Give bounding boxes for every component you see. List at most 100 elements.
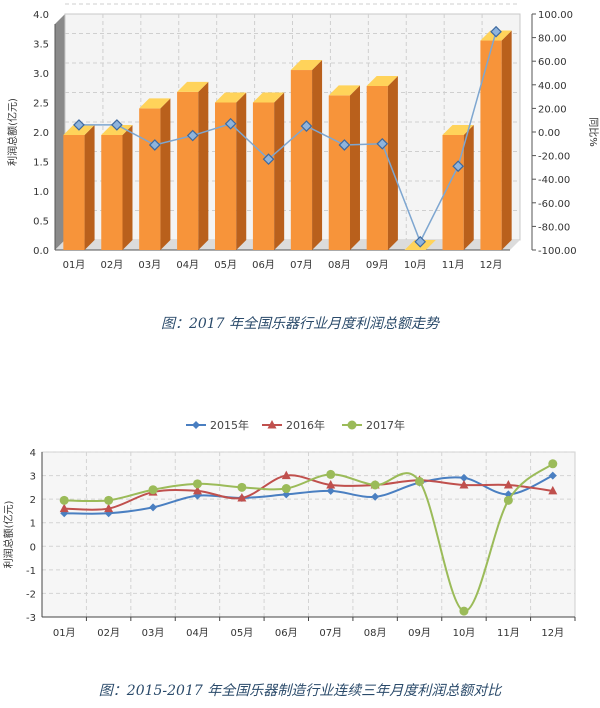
x-tick-label: 09月 <box>408 627 431 639</box>
series-point <box>59 503 69 513</box>
series-point <box>370 480 380 490</box>
caption-chart-1: 图：2017 年全国乐器行业月度利润总额走势 <box>160 316 440 332</box>
series-point <box>104 495 114 505</box>
yoy-point <box>111 119 123 131</box>
bar-front <box>252 102 275 250</box>
y2-axis-label: 同比% <box>587 117 599 147</box>
bar-front <box>177 91 199 250</box>
series-line <box>64 474 553 511</box>
caption-chart-2: 图：2015-2017 年全国乐器制造行业连续三年月度利润总额对比 <box>98 683 502 699</box>
bar-front <box>366 85 388 250</box>
yoy-point <box>452 160 464 173</box>
y2-tick-label: 100.00 <box>538 10 573 21</box>
y-tick-label: 0.5 <box>33 217 49 228</box>
y2-tick-label: -60.00 <box>538 199 570 210</box>
y-tick-label: 3.5 <box>33 40 49 51</box>
series-point <box>237 482 247 492</box>
yoy-point <box>300 120 313 132</box>
bar-top <box>290 60 323 71</box>
bar-side <box>84 124 95 250</box>
y-tick-label: -1 <box>26 566 36 577</box>
yoy-point <box>490 25 502 38</box>
series-point <box>192 485 202 495</box>
yoy-point <box>338 139 351 151</box>
bar-side <box>387 75 398 250</box>
yoy-point <box>186 129 199 142</box>
series-point <box>237 492 247 502</box>
series-line <box>64 474 554 515</box>
bar-top <box>366 75 398 86</box>
x-tick-label: 09月 <box>366 259 389 271</box>
legend-label: 2015年 <box>210 418 249 432</box>
y2-tick-label: 60.00 <box>538 57 567 68</box>
series-point <box>415 476 425 486</box>
y2-tick-label: 40.00 <box>538 81 567 92</box>
y-axis-label: 利润总额(亿元) <box>6 98 19 166</box>
x-tick-label: 06月 <box>252 259 275 271</box>
x-tick-label: 01月 <box>63 259 86 271</box>
bar-front <box>480 40 502 250</box>
y-tick-label: -3 <box>26 613 36 624</box>
yoy-point <box>148 139 161 151</box>
x-tick-label: 03月 <box>138 259 161 271</box>
y2-tick-label: 80.00 <box>538 34 567 45</box>
y2-tick-label: 0.00 <box>538 128 560 139</box>
series-point <box>59 495 69 505</box>
series-point <box>104 503 114 513</box>
yoy-line <box>78 31 497 244</box>
y2-tick-label: -40.00 <box>538 175 570 186</box>
bar-side <box>312 60 323 250</box>
legend-marker <box>267 420 277 429</box>
y2-tick-label: -80.00 <box>538 222 570 233</box>
x-tick-label: 02月 <box>101 259 124 271</box>
yoy-point <box>376 137 389 150</box>
series-point <box>149 503 158 512</box>
y-tick-label: 2 <box>30 495 36 506</box>
bar-front <box>63 134 85 250</box>
series-point <box>326 480 336 489</box>
series-point <box>459 473 468 482</box>
yoy-point <box>414 235 427 248</box>
bar-side <box>274 92 285 250</box>
bar-front <box>139 108 161 251</box>
y-tick-label: 0.0 <box>33 246 49 257</box>
bar-front <box>215 102 237 250</box>
y-tick-label: 3 <box>30 472 36 483</box>
x-tick-label: 03月 <box>142 627 165 639</box>
series-point <box>192 479 202 489</box>
y-tick-label: 0 <box>30 542 36 553</box>
x-tick-label: 07月 <box>319 627 342 639</box>
y-tick-label: 1 <box>30 519 36 530</box>
series-point <box>548 471 557 480</box>
yoy-point <box>224 117 237 130</box>
y-tick-label: 2.5 <box>33 99 49 110</box>
bar-side <box>349 85 360 250</box>
y-tick-label: 4.0 <box>33 10 49 21</box>
series-point <box>503 480 513 489</box>
bar-top <box>252 92 285 103</box>
y-tick-label: 1.5 <box>33 158 49 169</box>
y2-tick-label: 20.00 <box>538 104 567 115</box>
legend-marker <box>192 421 200 429</box>
x-tick-label: 05月 <box>214 259 237 271</box>
left-wall <box>55 14 65 250</box>
x-tick-label: 07月 <box>290 259 313 271</box>
series-point <box>503 495 513 505</box>
yoy-point <box>262 153 275 165</box>
series-point <box>371 492 380 501</box>
x-tick-label: 05月 <box>231 627 254 639</box>
bar-top <box>177 81 209 92</box>
y-tick-label: 2.0 <box>33 128 49 139</box>
legend-label: 2016年 <box>286 418 325 432</box>
series-point <box>548 485 558 495</box>
bar-top <box>328 85 360 96</box>
x-tick-label: 11月 <box>442 259 465 271</box>
legend-label: 2017年 <box>366 418 405 432</box>
yoy-point <box>73 119 85 131</box>
x-tick-label: 01月 <box>53 627 76 639</box>
bar-top <box>442 124 474 135</box>
series-point <box>281 484 291 494</box>
x-tick-label: 04月 <box>186 627 209 639</box>
series-point <box>326 486 335 495</box>
